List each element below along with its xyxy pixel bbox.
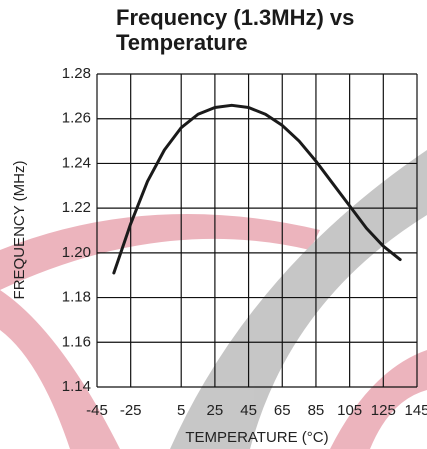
- x-tick-label: 105: [337, 402, 362, 419]
- x-axis-label: TEMPERATURE (°C): [185, 429, 328, 446]
- x-tick-label: 5: [177, 402, 185, 419]
- watermark-swoosh: [0, 214, 320, 290]
- x-tick-label: 85: [308, 402, 325, 419]
- x-tick-label: -45: [86, 402, 108, 419]
- x-tick-label: 25: [207, 402, 224, 419]
- watermark-swoosh: [0, 290, 120, 449]
- data-line: [112, 103, 402, 275]
- watermark-swoosh: [330, 350, 427, 449]
- y-tick-label: 1.14: [62, 378, 91, 395]
- y-tick-label: 1.26: [62, 110, 91, 127]
- y-tick-label: 1.20: [62, 244, 91, 261]
- x-tick-label: 45: [240, 402, 257, 419]
- chart-title: Frequency (1.3MHz) vs Temperature: [116, 5, 355, 55]
- y-tick-label: 1.24: [62, 154, 91, 171]
- y-tick-label: 1.16: [62, 333, 91, 350]
- x-tick-label: 125: [371, 402, 396, 419]
- y-tick-label: 1.28: [62, 65, 91, 82]
- y-axis-label: FREQUENCY (MHz): [11, 161, 28, 300]
- y-tick-label: 1.18: [62, 289, 91, 306]
- y-tick-label: 1.22: [62, 199, 91, 216]
- x-tick-label: -25: [120, 402, 142, 419]
- x-tick-label: 145: [404, 402, 427, 419]
- x-tick-label: 65: [274, 402, 291, 419]
